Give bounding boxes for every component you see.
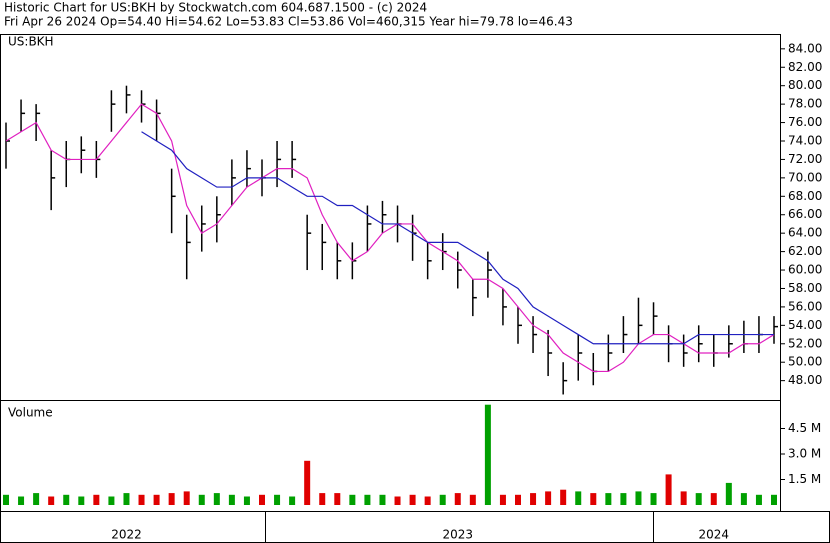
volume-bar [695, 493, 702, 505]
volume-bar [394, 496, 401, 505]
volume-panel [0, 400, 781, 512]
volume-bar [93, 494, 100, 505]
volume-bar [183, 491, 190, 505]
volume-bar [3, 494, 9, 505]
volume-bar [590, 493, 597, 505]
volume-bar [108, 496, 115, 505]
y-tick-label: 3.0 M [788, 447, 821, 461]
y-tick-label: 62.00 [788, 244, 822, 258]
y-tick-label: 72.00 [788, 152, 822, 166]
volume-bar [605, 493, 612, 505]
volume-bar [304, 460, 311, 505]
y-tick-label: 76.00 [788, 115, 822, 129]
y-tick-label: 82.00 [788, 60, 822, 74]
y-tick-label: 52.00 [788, 336, 822, 350]
volume-bar [213, 493, 220, 505]
chart-subtitle: Fri Apr 26 2024 Op=54.40 Hi=54.62 Lo=53.… [4, 15, 573, 29]
volume-bar [620, 493, 627, 505]
volume-bar [198, 494, 205, 505]
y-tick-label: 80.00 [788, 78, 822, 92]
volume-bar [740, 493, 747, 505]
volume-bar [334, 493, 341, 505]
volume-bar [665, 474, 672, 505]
y-tick-label: 1.5 M [788, 472, 821, 486]
volume-bar [153, 494, 160, 505]
y-tick-label: 66.00 [788, 207, 822, 221]
volume-bar [289, 496, 296, 505]
y-tick-label: 70.00 [788, 170, 822, 184]
y-tick-label: 78.00 [788, 97, 822, 111]
y-tick-label: 74.00 [788, 133, 822, 147]
volume-bar [379, 494, 386, 505]
volume-bar [424, 496, 431, 505]
volume-bar [18, 496, 25, 505]
y-tick-label: 64.00 [788, 226, 822, 240]
volume-bar [755, 494, 762, 505]
volume-bar [710, 493, 717, 505]
volume-bar [530, 493, 537, 505]
moving-average [141, 131, 774, 345]
volume-bar [725, 482, 732, 505]
volume-label: Volume [8, 406, 53, 420]
ticker-label: US:BKH [8, 35, 54, 49]
y-tick-label: 4.5 M [788, 421, 821, 435]
y-tick-label: 60.00 [788, 263, 822, 277]
volume-bar [168, 493, 175, 505]
y-tick-label: 54.00 [788, 318, 822, 332]
x-tick-label: 2022 [111, 528, 142, 542]
volume-bar [33, 493, 40, 505]
volume-bar [259, 494, 265, 505]
volume-bar [319, 493, 326, 505]
volume-bar [138, 494, 145, 505]
volume-bar [243, 496, 250, 505]
volume-bar [439, 494, 446, 505]
price-panel [0, 34, 781, 401]
volume-bar [484, 404, 491, 505]
moving-average [5, 103, 775, 373]
y-tick-label: 58.00 [788, 281, 822, 295]
volume-bar [680, 491, 687, 505]
chart-title: Historic Chart for US:BKH by Stockwatch.… [4, 1, 427, 15]
volume-bar [771, 494, 777, 505]
volume-bar [650, 493, 657, 505]
volume-bar [560, 489, 567, 505]
volume-bar [364, 494, 371, 505]
y-tick-label: 84.00 [788, 41, 822, 55]
volume-bar [469, 494, 476, 505]
volume-bar [635, 491, 642, 505]
volume-bar [63, 494, 70, 505]
y-tick-label: 56.00 [788, 299, 822, 313]
volume-bar [545, 491, 552, 505]
volume-bar [499, 494, 506, 505]
volume-bar [274, 494, 281, 505]
volume-bar [409, 494, 416, 505]
x-tick-label: 2024 [698, 528, 729, 542]
volume-bar [515, 494, 521, 505]
volume-bar [123, 493, 130, 505]
volume-bar [349, 494, 356, 505]
y-tick-label: 68.00 [788, 189, 822, 203]
volume-bar [78, 496, 85, 505]
volume-bar [575, 491, 582, 505]
x-tick-label: 2023 [442, 528, 473, 542]
volume-bar [228, 494, 235, 505]
y-tick-label: 48.00 [788, 373, 822, 387]
volume-bar [454, 493, 461, 505]
volume-bar [48, 496, 55, 505]
y-tick-label: 50.00 [788, 355, 822, 369]
